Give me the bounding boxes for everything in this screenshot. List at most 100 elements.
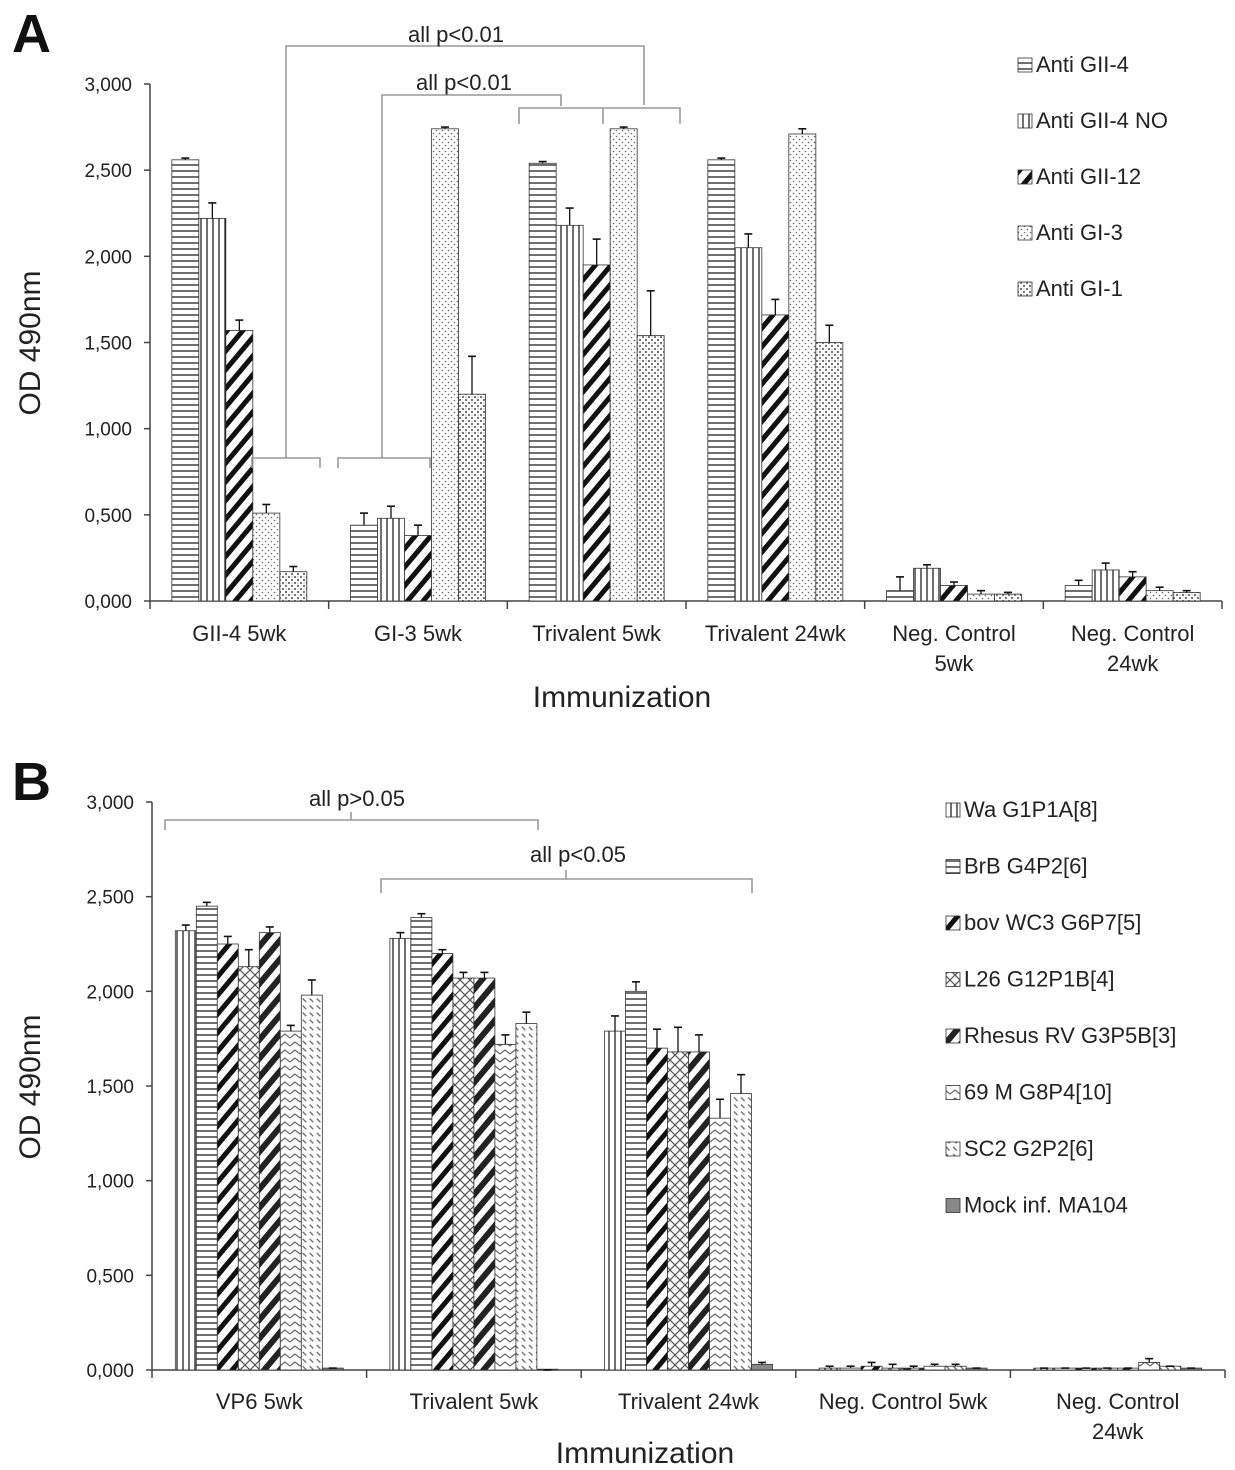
bar — [473, 977, 496, 1371]
bar — [252, 512, 281, 602]
legend-swatch — [945, 972, 961, 987]
legend-label: L26 G12P1B[4] — [964, 967, 1114, 992]
category-label: Trivalent 24wk — [705, 621, 847, 646]
bar — [555, 224, 584, 602]
category-label: 24wk — [1092, 1419, 1144, 1444]
bar — [967, 593, 995, 602]
bar — [1145, 590, 1174, 602]
bar — [994, 593, 1022, 602]
legend-swatch — [945, 915, 961, 931]
y-tick-label: 3,000 — [86, 793, 134, 814]
category-label: Neg. Control — [1071, 621, 1195, 646]
panel-b-y-axis-title: OD 490nm — [14, 1014, 47, 1159]
bar — [237, 966, 260, 1371]
bar — [515, 1023, 538, 1371]
legend-label: BrB G4P2[6] — [964, 854, 1088, 879]
bar — [300, 994, 323, 1371]
category-label: Neg. Control — [892, 621, 1016, 646]
y-tick-label: 2,500 — [84, 161, 132, 182]
panel-letter-a: A — [12, 4, 51, 64]
bar — [751, 1363, 773, 1371]
y-tick-label: 3,000 — [84, 75, 132, 96]
panel-b-x-axis-title: Immunization — [556, 1437, 734, 1470]
bar — [860, 1365, 883, 1371]
category-label: Trivalent 5wk — [410, 1389, 540, 1414]
bar — [730, 1093, 752, 1371]
bar — [881, 1367, 904, 1371]
y-tick-label: 1,500 — [84, 334, 132, 355]
category-label: VP6 5wk — [216, 1389, 304, 1414]
panel-a-significance-brackets — [251, 45, 681, 468]
bar — [709, 1117, 731, 1371]
bar — [886, 590, 914, 602]
bracket-a-second — [337, 94, 562, 468]
bar — [940, 585, 968, 602]
bar — [1091, 569, 1120, 602]
bar — [646, 1047, 668, 1371]
bracket-a-trivalent — [518, 107, 681, 124]
bar — [171, 159, 200, 602]
panel-b-bars — [174, 901, 1203, 1371]
panel-letter-b: B — [12, 752, 51, 812]
panel-a-bars — [171, 126, 1201, 602]
bar — [688, 1051, 710, 1371]
y-tick-label: 0,000 — [86, 1361, 134, 1382]
bar — [636, 335, 665, 602]
bar — [923, 1365, 946, 1371]
bar — [452, 977, 475, 1371]
bar — [625, 990, 647, 1371]
panel-a-x-axis-title: Immunization — [533, 681, 711, 714]
category-label: Trivalent 24wk — [618, 1389, 760, 1414]
panel-a-y-axis-title: OD 490nm — [14, 270, 47, 415]
y-tick-label: 0,500 — [84, 506, 132, 527]
legend-swatch — [1017, 169, 1033, 185]
legend-label: SC2 G2P2[6] — [964, 1136, 1094, 1161]
y-tick-label: 1,500 — [86, 1077, 134, 1098]
bracket-b-second — [380, 878, 753, 893]
legend-label: Anti GII-4 — [1036, 52, 1129, 77]
bar — [1118, 576, 1147, 602]
bar — [707, 159, 736, 602]
legend-swatch — [945, 802, 961, 818]
legend-label: Anti GII-4 NO — [1036, 108, 1168, 133]
y-tick-label: 0,500 — [86, 1266, 134, 1287]
legend-swatch — [945, 859, 961, 874]
bar — [582, 264, 611, 602]
legend-label: Anti GI-3 — [1036, 220, 1123, 245]
bar — [216, 943, 239, 1371]
bar — [431, 128, 459, 602]
legend-swatch — [1017, 225, 1033, 241]
bracket-a-top — [251, 45, 645, 468]
category-label: Trivalent 5wk — [532, 621, 662, 646]
bar — [458, 393, 486, 602]
legend-swatch — [945, 1141, 961, 1157]
category-label: GII-4 5wk — [192, 621, 287, 646]
bar — [404, 535, 432, 602]
y-tick-label: 0,000 — [84, 592, 132, 613]
bar — [734, 247, 763, 602]
bar — [350, 524, 378, 602]
y-tick-label: 2,500 — [86, 888, 134, 909]
bar — [225, 330, 254, 602]
panel-a-legend: Anti GII-4 Anti GII-4 NO Anti GII-12 Anti G… — [1017, 52, 1168, 301]
bar — [279, 1030, 302, 1371]
category-label: Neg. Control 5wk — [819, 1389, 989, 1414]
panel-a-annotation-second: all p<0.01 — [416, 70, 512, 95]
category-label: 24wk — [1107, 651, 1159, 676]
bar — [494, 1043, 517, 1371]
bar — [1064, 585, 1093, 602]
bar — [1172, 591, 1201, 602]
bar — [667, 1051, 689, 1371]
category-label: GI-3 5wk — [374, 621, 463, 646]
bar — [944, 1365, 967, 1371]
legend-swatch — [1017, 281, 1033, 297]
bar — [174, 930, 197, 1371]
legend-swatch — [945, 1198, 961, 1213]
bar — [410, 917, 433, 1371]
legend-label: Rhesus RV G3P5B[3] — [964, 1023, 1176, 1048]
legend-label: Anti GII-12 — [1036, 164, 1141, 189]
legend-swatch — [1017, 113, 1033, 129]
legend-label: Wa G1P1A[8] — [964, 797, 1098, 822]
bar — [258, 932, 281, 1371]
